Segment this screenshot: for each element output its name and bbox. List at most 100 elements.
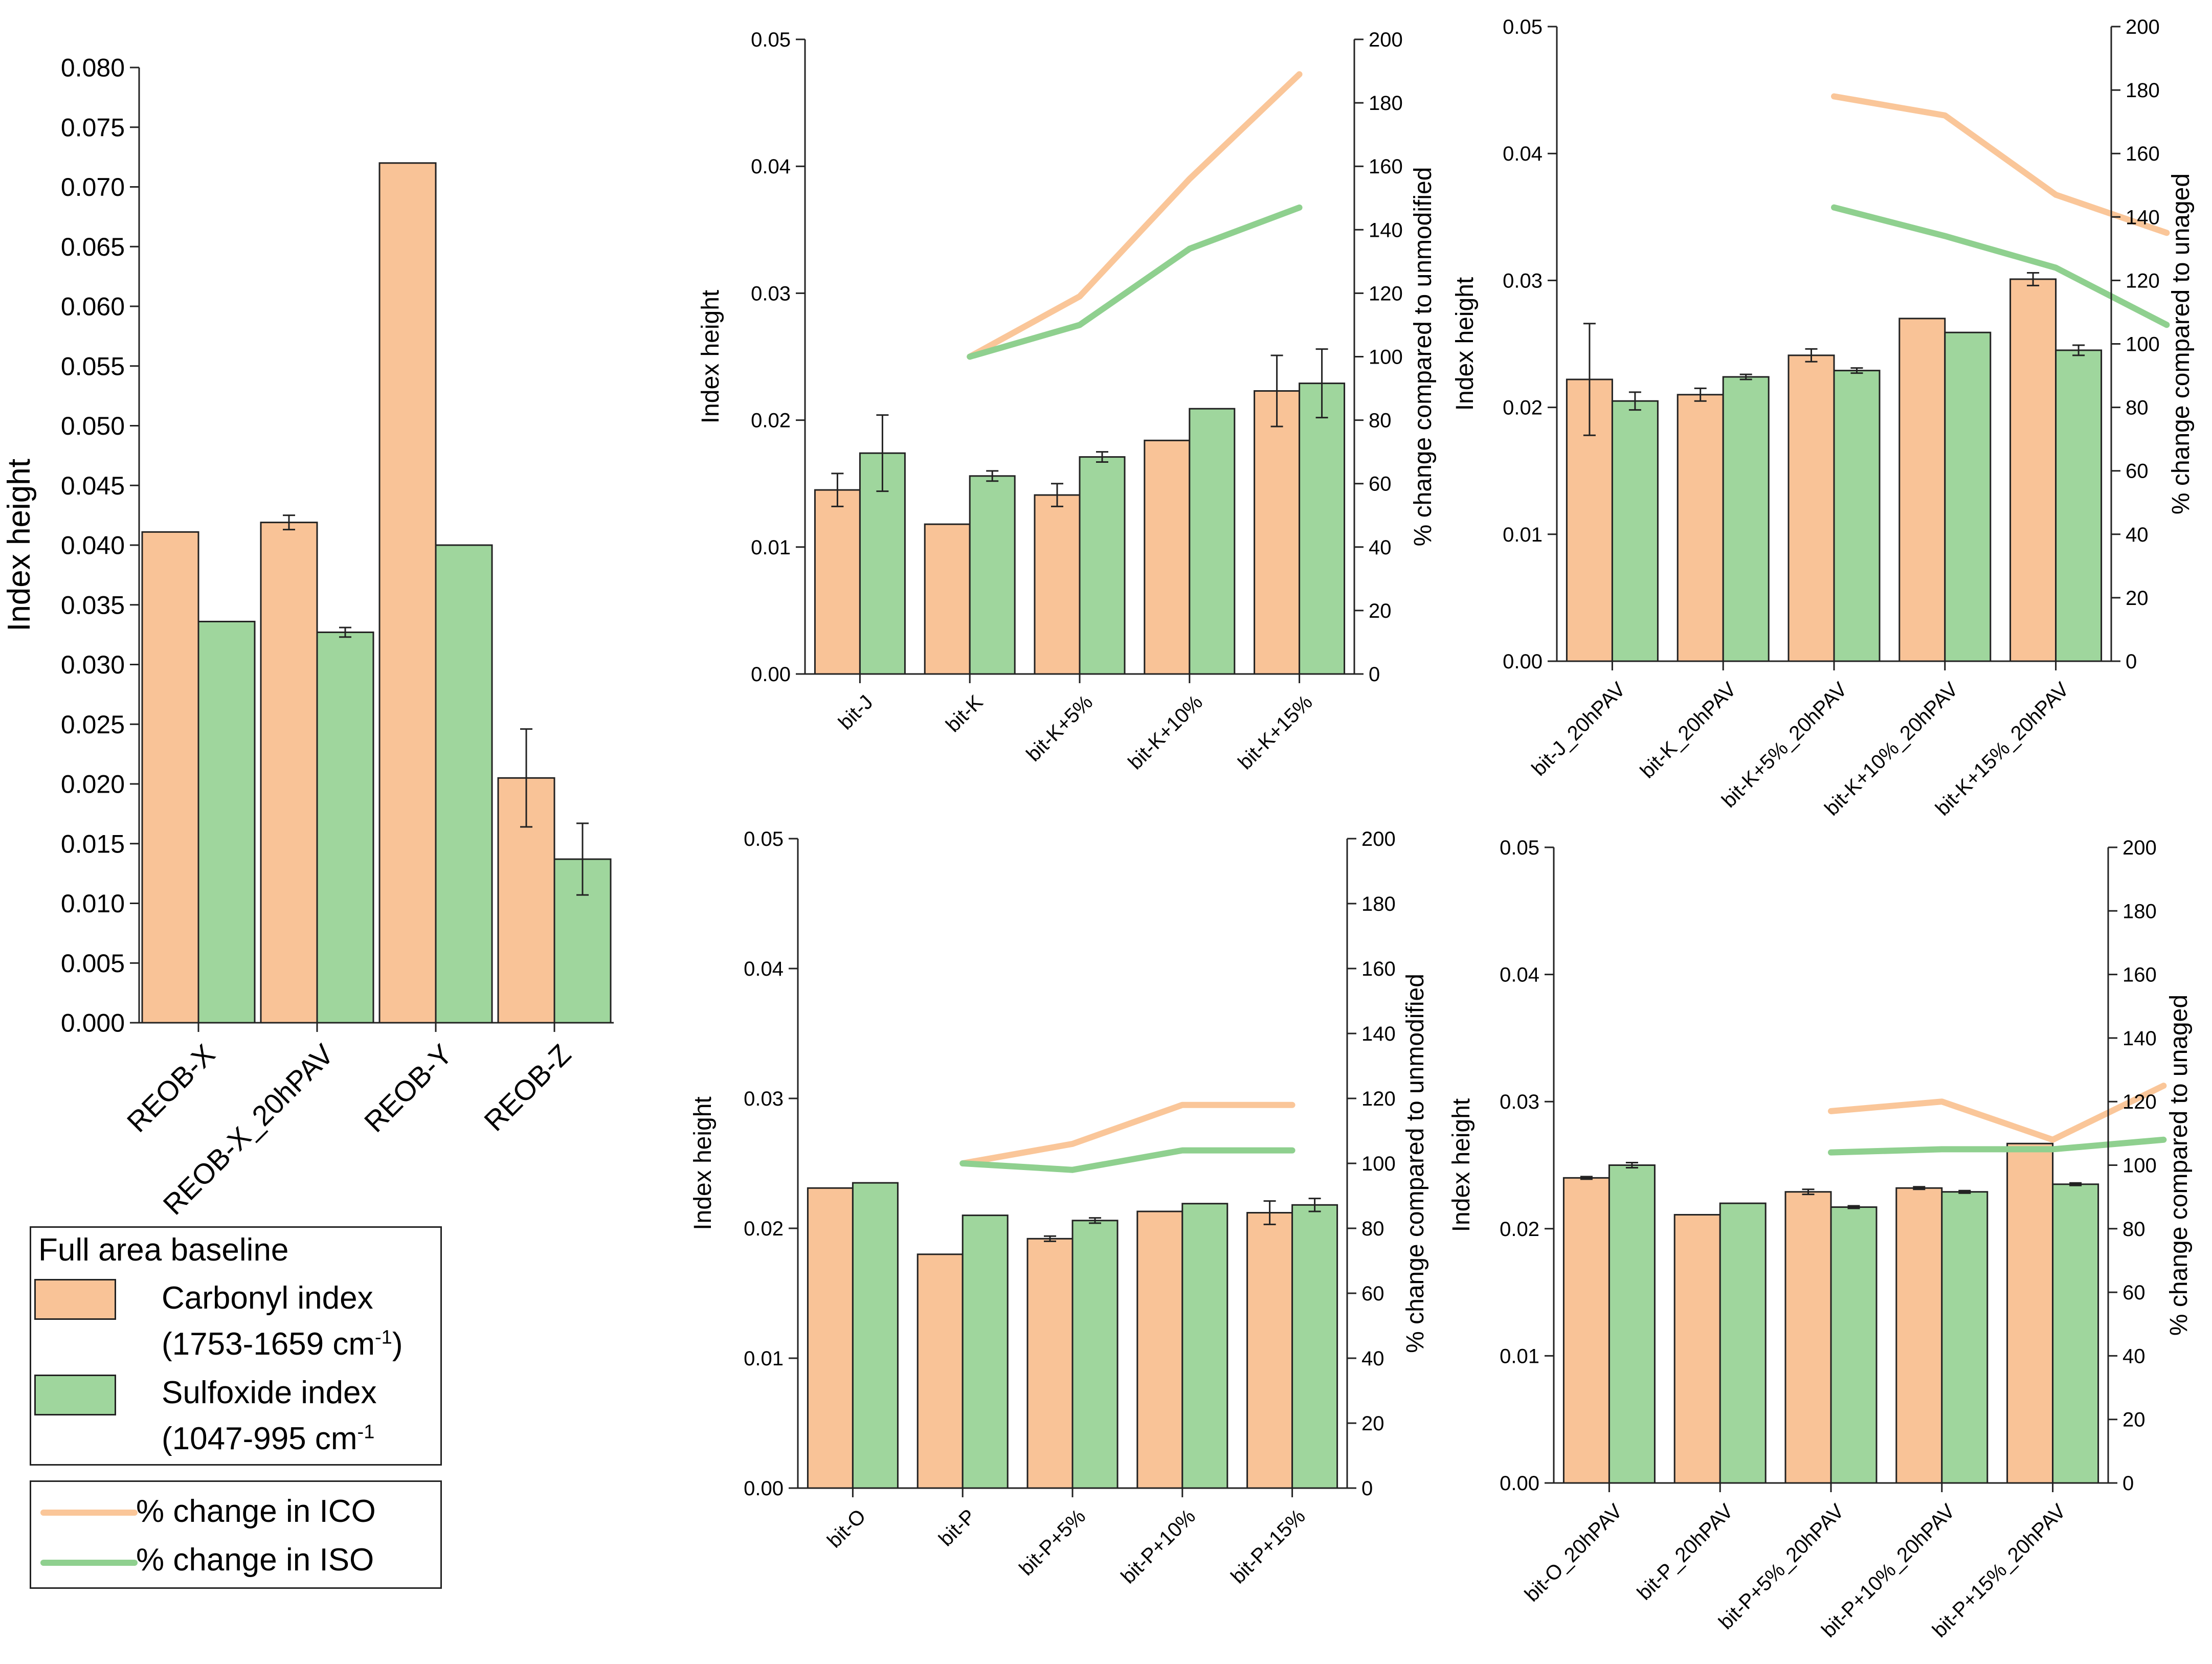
y-tick-label: 0.025 xyxy=(61,710,125,739)
y2-axis-title: % change compared to unmodified xyxy=(1402,974,1429,1353)
y2-tick-label: 100 xyxy=(2126,333,2160,356)
y2-tick-label: 140 xyxy=(1361,1023,1396,1045)
y-axis-title: Index height xyxy=(2,459,37,632)
y-tick-label: 0.040 xyxy=(61,531,125,560)
bar-carbonyl-1 xyxy=(1562,1177,1610,1484)
y-axis-title: Index height xyxy=(697,290,724,424)
bar-carbonyl-2 xyxy=(924,523,971,675)
y2-tick-label: 180 xyxy=(1361,893,1396,915)
y2-tick-label: 140 xyxy=(2126,206,2160,229)
chart-3: 0.00 0.01 0.02 0.03 0.04 0.05 0 20 40 60 80 100 120 1… xyxy=(1451,16,2195,820)
y-tick-label: 0.03 xyxy=(1500,1091,1539,1113)
category-label-3: bit-K+5%_20hPAV xyxy=(1717,678,1851,812)
y2-tick-label: 20 xyxy=(2122,1409,2146,1431)
y-tick-label: 0.02 xyxy=(1500,1218,1539,1241)
y2-tick-label: 80 xyxy=(2126,397,2149,419)
y2-tick-label: 200 xyxy=(1369,29,1403,51)
y2-tick-label: 60 xyxy=(2126,460,2149,483)
y2-tick-label: 0 xyxy=(2122,1472,2134,1495)
y2-tick-label: 100 xyxy=(1361,1153,1396,1175)
y-tick-label: 0.050 xyxy=(61,412,125,440)
category-label-1: REOB-X xyxy=(121,1038,221,1138)
legend-title: Full area baseline xyxy=(38,1232,289,1268)
legend-ico-line xyxy=(40,1510,138,1516)
bar-sulfoxide-2 xyxy=(969,475,1016,675)
y-tick-label: 0.01 xyxy=(1503,524,1543,546)
y-tick-label: 0.030 xyxy=(61,650,125,679)
iso-change-line xyxy=(959,1147,1295,1173)
y2-tick-label: 200 xyxy=(2126,16,2160,38)
y-tick-label: 0.02 xyxy=(1503,397,1543,419)
y2-tick-label: 100 xyxy=(1369,346,1403,369)
legend-lines: % change in ICO % change in ISO xyxy=(30,1480,442,1589)
category-label-4: bit-K+10% xyxy=(1124,691,1207,774)
y2-tick-label: 160 xyxy=(1361,958,1396,980)
legend-iso-label: % change in ISO xyxy=(136,1542,374,1578)
y-tick-label: 0.00 xyxy=(1500,1472,1539,1495)
y-tick-label: 0.075 xyxy=(61,113,125,142)
y-tick-label: 0.05 xyxy=(1500,837,1539,859)
y-tick-label: 0.005 xyxy=(61,949,125,978)
legend-sulfoxide-range-text: (1047-995 cm xyxy=(162,1421,358,1456)
y2-tick-label: 180 xyxy=(2126,79,2160,102)
bar-carbonyl-2 xyxy=(1677,394,1724,662)
y-tick-label: 0.03 xyxy=(744,1088,784,1110)
category-label-3: bit-P+5% xyxy=(1015,1505,1090,1580)
category-label-5: bit-P+15% xyxy=(1226,1505,1309,1588)
y2-tick-label: 0 xyxy=(2126,650,2137,673)
y2-tick-label: 140 xyxy=(2122,1027,2157,1050)
bar-sulfoxide-2 xyxy=(962,1215,1009,1489)
y-tick-label: 0.01 xyxy=(751,536,791,559)
bar-carbonyl-5 xyxy=(1246,1212,1293,1489)
bar-carbonyl-2 xyxy=(1673,1213,1721,1484)
y-axis-title: Index height xyxy=(1451,277,1479,411)
y2-tick-label: 200 xyxy=(1361,828,1396,850)
y2-tick-label: 160 xyxy=(2122,964,2157,986)
y2-tick-label: 40 xyxy=(2126,524,2149,546)
y2-tick-label: 20 xyxy=(2126,587,2149,610)
y2-tick-label: 80 xyxy=(1361,1218,1384,1240)
category-label-3: bit-K+5% xyxy=(1022,691,1097,766)
category-label-1: bit-O_20hPAV xyxy=(1521,1500,1627,1606)
bar-carbonyl-3 xyxy=(378,162,437,1024)
y-axis-title: Index height xyxy=(689,1096,717,1230)
bar-carbonyl-5 xyxy=(2009,278,2057,662)
legend-carbonyl-range: (1753-1659 cm-1) xyxy=(162,1326,403,1362)
bar-sulfoxide-5 xyxy=(1291,1204,1338,1489)
chart-5: 0.00 0.01 0.02 0.03 0.04 0.05 0 20 40 60 80 100 120 1… xyxy=(1448,837,2193,1642)
y2-tick-label: 160 xyxy=(1369,155,1403,178)
y2-tick-label: 20 xyxy=(1361,1412,1384,1435)
y2-tick-label: 140 xyxy=(1369,219,1403,241)
legend-ico-label: % change in ICO xyxy=(136,1494,376,1529)
y-tick-label: 0.060 xyxy=(61,293,125,321)
legend-carbonyl-range-text: (1753-1659 cm xyxy=(162,1326,375,1362)
y2-axis-title: % change compared to unmodified xyxy=(1410,167,1437,547)
y-tick-label: 0.03 xyxy=(1503,269,1543,292)
ico-change-line xyxy=(967,71,1303,360)
y2-tick-label: 180 xyxy=(1369,92,1403,115)
y2-tick-label: 0 xyxy=(1369,663,1380,686)
bar-carbonyl-4 xyxy=(1136,1210,1183,1489)
y-tick-label: 0.04 xyxy=(751,155,791,178)
bar-carbonyl-3 xyxy=(1034,494,1081,675)
category-label-2: bit-K_20hPAV xyxy=(1636,678,1741,783)
category-label-4: bit-P+10% xyxy=(1117,1505,1200,1588)
y2-tick-label: 120 xyxy=(1361,1088,1396,1110)
legend-bars: Full area baseline Carbonyl index (1753-… xyxy=(30,1226,442,1466)
ico-change-line xyxy=(1831,93,2170,236)
bar-carbonyl-5 xyxy=(1254,390,1301,675)
y2-tick-label: 60 xyxy=(1361,1283,1384,1305)
category-label-5: bit-K+15% xyxy=(1234,691,1316,774)
legend-carbonyl-label: Carbonyl index xyxy=(162,1280,373,1316)
bar-sulfoxide-5 xyxy=(2055,349,2103,662)
y2-tick-label: 20 xyxy=(1369,600,1392,622)
y2-tick-label: 160 xyxy=(2126,143,2160,165)
y-tick-label: 0.05 xyxy=(751,29,791,51)
bar-carbonyl-1 xyxy=(141,531,199,1024)
bar-sulfoxide-4 xyxy=(1189,408,1236,675)
y-tick-label: 0.010 xyxy=(61,889,125,918)
bar-sulfoxide-3 xyxy=(1079,456,1126,675)
category-label-1: bit-J xyxy=(834,691,878,734)
y-tick-label: 0.045 xyxy=(61,471,125,500)
